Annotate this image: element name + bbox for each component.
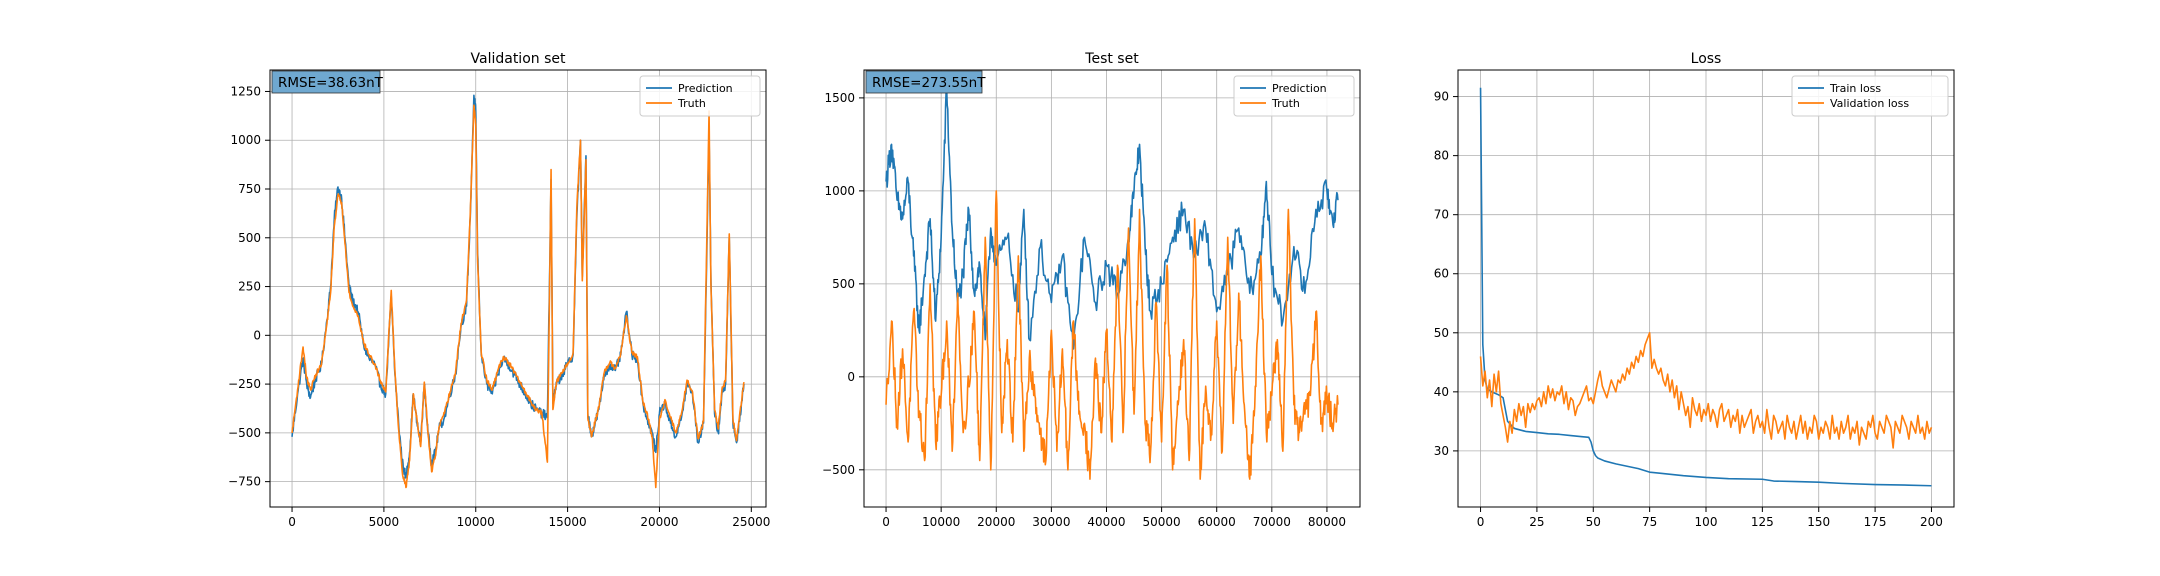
y-tick-label: 60 (1434, 267, 1449, 281)
x-tick-label: 100 (1695, 515, 1718, 529)
y-tick-label: −250 (228, 377, 261, 391)
x-tick-label: 25 (1529, 515, 1544, 529)
x-tick-label: 30000 (1032, 515, 1070, 529)
x-tick-label: 0 (882, 515, 890, 529)
x-tick-label: 50 (1586, 515, 1601, 529)
series-line-truth (291, 104, 745, 489)
y-tick-label: 1500 (824, 91, 855, 105)
x-tick-label: 125 (1751, 515, 1774, 529)
legend-box (639, 75, 761, 117)
x-tick-label: 20000 (640, 515, 678, 529)
charts-container: 0 5000 10000 15000 20000 25000−750−500−250025… (228, 51, 1955, 529)
y-tick-label: 30 (1434, 444, 1449, 458)
series-line-truth (885, 190, 1339, 480)
x-tick-label: 0 (1477, 515, 1485, 529)
x-tick-label: 80000 (1308, 515, 1346, 529)
legend-box (1791, 75, 1949, 117)
rmse-annotation-box (271, 70, 381, 94)
y-tick-label: −500 (822, 463, 855, 477)
x-tick-label: 5000 (369, 515, 400, 529)
series-group (291, 94, 745, 489)
chart-2: 0 10000 20000 30000 40000 50000 60000 70000 8000… (822, 51, 1361, 529)
legend-label: Train loss (1829, 82, 1881, 95)
series-group (1479, 87, 1933, 487)
series-group (885, 87, 1339, 480)
y-tick-label: 500 (832, 277, 855, 291)
x-tick-label: 60000 (1198, 515, 1236, 529)
y-tick-label: 750 (238, 182, 261, 196)
chart-3: 0 25 50 75 100 125 150 175 200 30 40 50 60 70 80 90 Loss… (1434, 51, 1955, 529)
y-tick-label: 70 (1434, 208, 1449, 222)
legend-label: Prediction (678, 82, 733, 95)
legend-label: Truth (677, 97, 706, 110)
series-line-train-loss (1479, 87, 1932, 487)
y-tick-label: 50 (1434, 326, 1449, 340)
y-tick-label: 1250 (230, 84, 261, 98)
y-tick-label: 90 (1434, 90, 1449, 104)
series-line-prediction (291, 94, 745, 479)
x-tick-label: 200 (1920, 515, 1943, 529)
y-tick-label: 1000 (230, 133, 261, 147)
x-tick-label: 75 (1642, 515, 1657, 529)
x-tick-label: 175 (1864, 515, 1887, 529)
x-tick-label: 70000 (1253, 515, 1291, 529)
chart-title: Test set (1084, 51, 1139, 67)
x-tick-label: 150 (1807, 515, 1830, 529)
y-tick-label: 80 (1434, 149, 1449, 163)
axes-frame (863, 69, 1361, 508)
chart-1: 0 5000 10000 15000 20000 25000 −750 −500 −250 0 25… (228, 51, 770, 529)
y-tick-label: 1000 (824, 184, 855, 198)
x-tick-label: 20000 (977, 515, 1015, 529)
rmse-annotation: RMSE=38.63nT (278, 75, 384, 91)
y-tick-label: 0 (847, 370, 855, 384)
legend-label: Validation loss (1830, 97, 1909, 110)
x-tick-label: 0 (288, 515, 296, 529)
x-tick-label: 10000 (457, 515, 495, 529)
legend-box (1233, 75, 1355, 117)
legend-label: Truth (1271, 97, 1300, 110)
y-tick-label: 500 (238, 231, 261, 245)
chart-title: Loss (1691, 51, 1722, 67)
x-tick-label: 50000 (1143, 515, 1181, 529)
series-line-prediction (885, 87, 1339, 350)
rmse-annotation: RMSE=273.55nT (872, 75, 986, 91)
legend-label: Prediction (1272, 82, 1327, 95)
axes-frame (269, 69, 767, 508)
x-tick-label: 15000 (549, 515, 587, 529)
y-tick-label: −750 (228, 475, 261, 489)
x-tick-label: 40000 (1087, 515, 1125, 529)
x-tick-label: 10000 (922, 515, 960, 529)
chart-title: Validation set (471, 51, 566, 67)
x-tick-label: 25000 (732, 515, 770, 529)
rmse-annotation-box (865, 70, 983, 94)
y-tick-label: 40 (1434, 385, 1449, 399)
y-tick-label: −500 (228, 426, 261, 440)
y-tick-label: 0 (253, 328, 261, 342)
y-tick-label: 250 (238, 280, 261, 294)
series-line-validation-loss (1479, 331, 1933, 449)
